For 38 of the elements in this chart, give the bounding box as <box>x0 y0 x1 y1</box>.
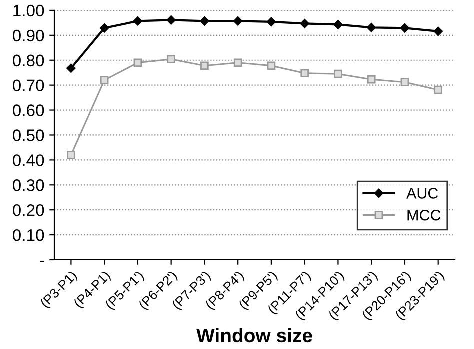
point <box>200 16 210 26</box>
point <box>266 17 276 27</box>
y-tick-label: 0.20 <box>13 204 44 216</box>
x-axis-title: Window size <box>196 328 312 343</box>
y-tick-label: 0.50 <box>13 130 44 142</box>
point <box>234 58 242 68</box>
point <box>367 75 376 84</box>
point <box>133 16 143 26</box>
y-tick-label: 0.90 <box>13 30 44 42</box>
point <box>400 78 410 87</box>
legend-label: AUC <box>406 188 438 199</box>
point <box>100 24 110 33</box>
point <box>300 19 310 28</box>
point <box>267 62 276 70</box>
point <box>167 55 176 64</box>
point <box>434 26 443 36</box>
y-tick-label: 0.40 <box>13 154 44 166</box>
y-tick-label: 0.30 <box>13 180 44 192</box>
y-tick-label: - <box>40 260 44 262</box>
y-tick-label: 0.80 <box>13 54 44 67</box>
point <box>166 16 176 25</box>
point <box>334 20 343 30</box>
point <box>434 86 443 94</box>
point <box>134 58 142 68</box>
point <box>400 24 410 33</box>
point <box>200 62 209 70</box>
point <box>100 76 109 85</box>
legend-label: MCC <box>408 210 441 221</box>
y-tick-label: 1.00 <box>14 4 44 17</box>
point <box>366 23 376 32</box>
point <box>334 70 342 78</box>
y-tick-label: 0.70 <box>13 80 44 92</box>
point <box>300 69 310 78</box>
point <box>233 16 243 26</box>
point <box>66 64 76 73</box>
y-tick-label: 0.60 <box>13 104 44 116</box>
point <box>67 151 76 160</box>
y-tick-label: 0.10 <box>13 229 44 242</box>
